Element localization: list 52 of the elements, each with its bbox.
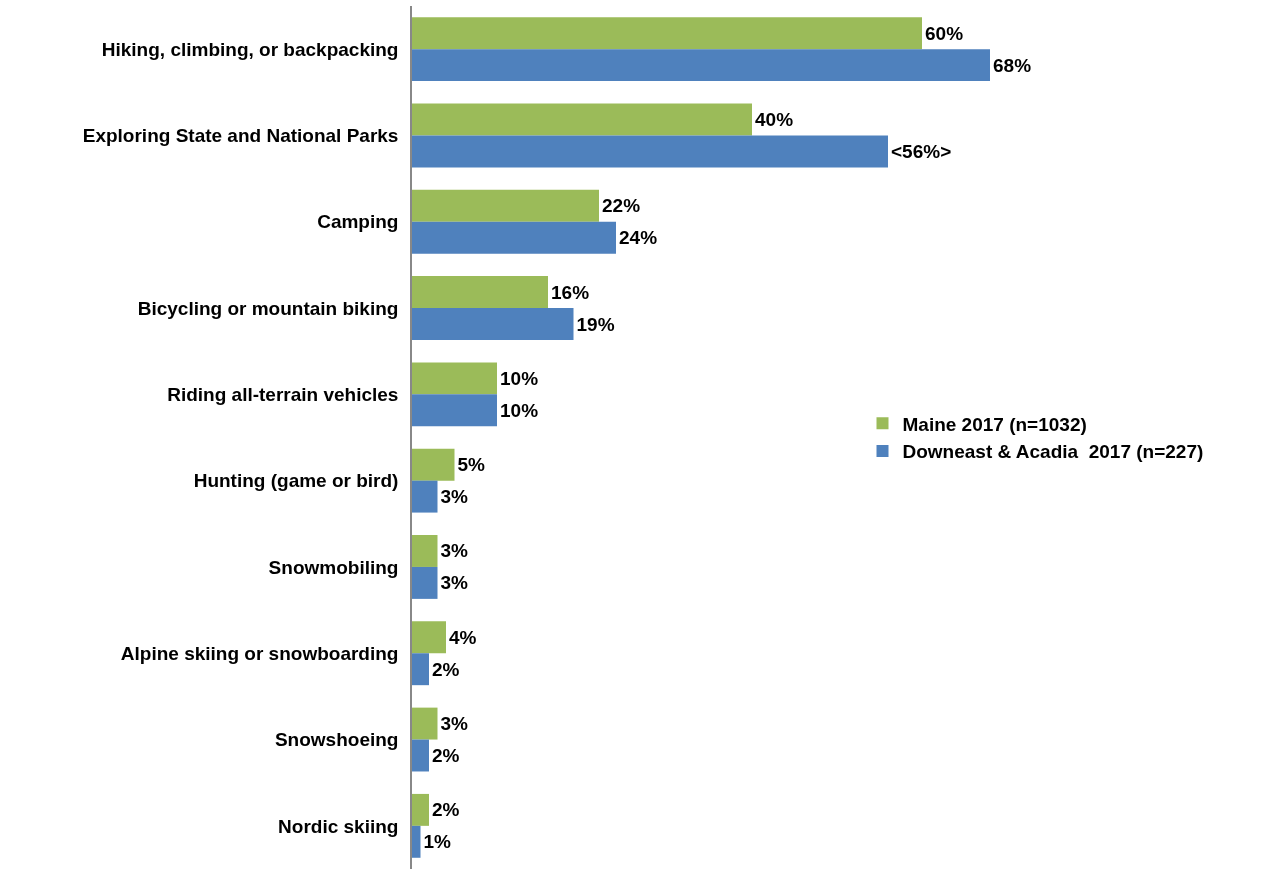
data-label: 19% [576, 313, 615, 335]
bar [412, 221, 616, 254]
y-tick-label: Riding all-terrain vehicles [167, 384, 399, 405]
bar [412, 49, 990, 82]
bar [412, 535, 438, 567]
data-label: 5% [457, 454, 486, 476]
data-label: 24% [619, 227, 658, 249]
y-tick-label: Nordic skiing [278, 815, 399, 837]
bar [412, 308, 574, 340]
legend-label: Downeast & Acadia 2017 (n=227) [902, 441, 1204, 463]
y-tick-label: Snowmobiling [268, 556, 399, 578]
y-tick-label: Snowshoeing [274, 729, 399, 751]
data-label: 68% [993, 54, 1032, 76]
bar [412, 566, 438, 599]
y-tick-label: Alpine skiing or snowboarding [120, 642, 399, 664]
bar [412, 793, 429, 826]
y-tick-label: Camping [317, 211, 399, 233]
data-label: 3% [440, 572, 469, 594]
bar [412, 480, 438, 513]
bar [412, 276, 548, 309]
bar [412, 103, 752, 136]
data-label: 3% [440, 713, 469, 735]
bar [412, 739, 429, 772]
data-label: 4% [449, 626, 477, 648]
data-label: 3% [440, 486, 469, 508]
y-tick-label: Bicycling or mountain biking [137, 297, 399, 319]
y-tick-label: Exploring State and National Parks [82, 125, 399, 147]
data-label: 10% [500, 399, 539, 421]
data-label: 60% [925, 22, 964, 44]
data-label: 2% [432, 658, 460, 680]
bar [412, 135, 888, 168]
legend-label: Maine 2017 (n=1032) [902, 413, 1087, 435]
bar [412, 621, 446, 654]
bar [412, 362, 497, 395]
data-label: 2% [432, 745, 460, 767]
data-label: 10% [500, 367, 539, 389]
data-label: 40% [755, 108, 794, 130]
data-label: 22% [602, 195, 641, 217]
bar [412, 394, 497, 427]
data-label: 2% [432, 799, 460, 821]
data-label: 3% [440, 540, 469, 562]
data-label: <56%> [891, 140, 952, 162]
bar [412, 448, 455, 481]
bar [412, 707, 438, 740]
bar [412, 17, 922, 50]
data-label: 1% [423, 831, 452, 853]
bar [412, 825, 421, 858]
bar [412, 189, 599, 222]
data-label: 16% [551, 281, 590, 303]
y-tick-label: Hunting (game or bird) [193, 470, 399, 492]
bar [412, 653, 429, 686]
y-tick-label: Hiking, climbing, or backpacking [101, 38, 399, 60]
